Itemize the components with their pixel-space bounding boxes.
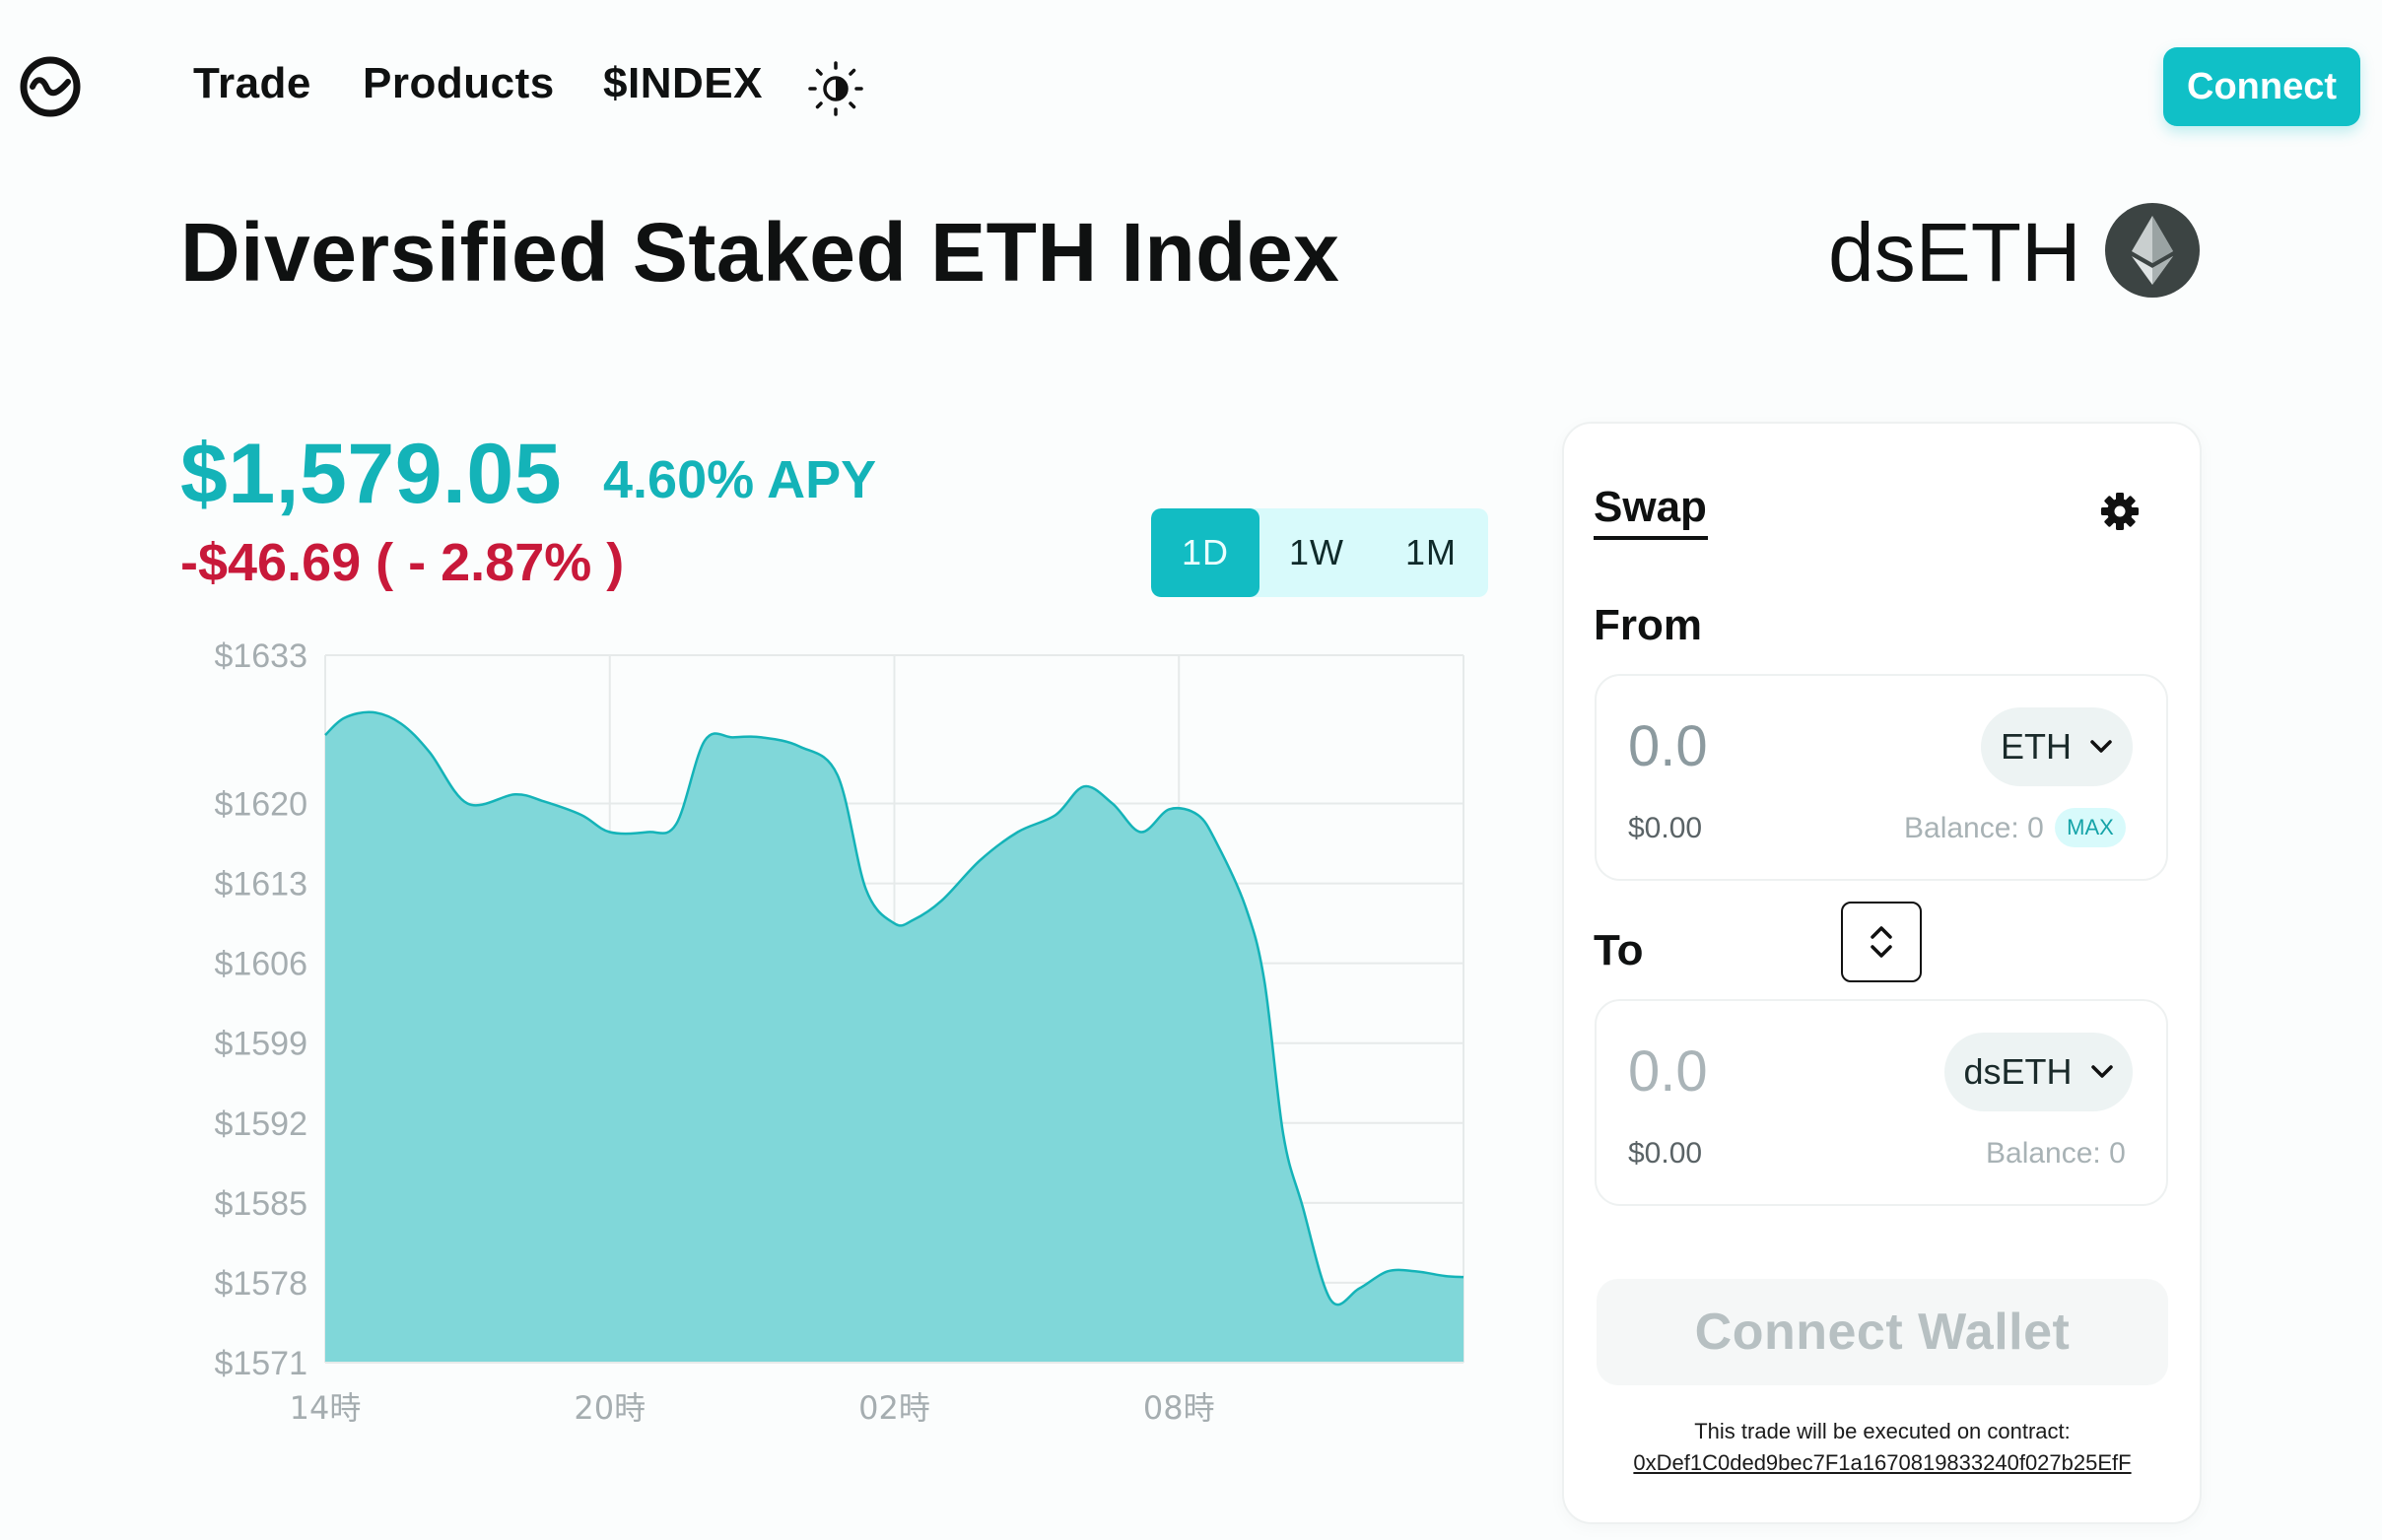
to-usd-value: $0.00	[1628, 1137, 1703, 1170]
from-token-label: ETH	[2001, 726, 2072, 767]
price-line	[324, 710, 1464, 1306]
swap-tab[interactable]: Swap	[1594, 483, 1707, 531]
to-amount-output[interactable]: 0.0	[1628, 1039, 1708, 1104]
nav-products[interactable]: Products	[363, 59, 555, 107]
to-balance: Balance: 0	[1986, 1137, 2126, 1170]
contract-note: This trade will be executed on contract:	[1694, 1419, 2071, 1443]
contract-address-link[interactable]: 0xDef1C0ded9bec7F1a1670819833240f027b25E…	[1633, 1450, 2132, 1475]
chevron-down-icon	[2090, 1065, 2113, 1078]
apy-value: 4.60% APY	[603, 450, 877, 509]
from-label: From	[1594, 601, 1702, 649]
y-tick-label: $1585	[214, 1185, 307, 1223]
price-chart[interactable]: $1633 $1620 $1613 $1606 $1599 $1592 $1585 $1578…	[187, 631, 1508, 1448]
chevron-down-icon	[2090, 740, 2112, 753]
max-button[interactable]: MAX	[2055, 808, 2126, 847]
theme-toggle-icon[interactable]	[806, 59, 865, 118]
period-selector: 1D 1W 1M	[1151, 508, 1488, 597]
period-tab-1w[interactable]: 1W	[1289, 532, 1344, 572]
settings-gear-icon[interactable]	[2097, 489, 2143, 534]
y-tick-label: $1613	[214, 866, 307, 904]
y-tick-label: $1633	[214, 637, 307, 675]
price-area	[325, 711, 1463, 1363]
y-tick-label: $1606	[214, 946, 307, 983]
nav-trade[interactable]: Trade	[193, 59, 311, 107]
y-tick-label: $1599	[214, 1026, 307, 1063]
connect-button[interactable]: Connect	[2163, 47, 2360, 126]
from-token-select[interactable]: ETH	[1981, 707, 2133, 786]
x-tick-label: 14時	[290, 1389, 362, 1427]
y-tick-label: $1620	[214, 786, 307, 824]
y-tick-label: $1592	[214, 1105, 307, 1143]
x-tick-label: 20時	[574, 1389, 646, 1427]
y-tick-label: $1571	[214, 1345, 307, 1382]
from-amount-input[interactable]: 0.0	[1628, 714, 1708, 778]
page-title: Diversified Staked ETH Index	[180, 206, 1340, 299]
swap-tab-underline	[1594, 536, 1708, 540]
swap-direction-button[interactable]	[1841, 902, 1922, 982]
period-tab-1d[interactable]: 1D	[1151, 508, 1259, 597]
token-symbol: dsETH	[1828, 206, 2081, 299]
nav-index-token[interactable]: $INDEX	[603, 59, 763, 107]
price-change: -$46.69 ( - 2.87% )	[180, 533, 625, 592]
to-label: To	[1594, 926, 1644, 974]
from-balance: Balance: 0	[1904, 812, 2044, 844]
y-tick-label: $1578	[214, 1265, 307, 1303]
x-tick-label: 08時	[1143, 1389, 1215, 1427]
connect-wallet-button[interactable]: Connect Wallet	[1597, 1279, 2168, 1385]
index-coop-logo[interactable]	[20, 56, 81, 117]
to-token-select[interactable]: dsETH	[1944, 1033, 2133, 1111]
period-tab-1m[interactable]: 1M	[1404, 532, 1457, 572]
from-usd-value: $0.00	[1628, 812, 1703, 844]
current-price: $1,579.05	[180, 427, 563, 521]
swap-arrows-icon	[1871, 926, 1892, 958]
ethereum-logo-icon	[2105, 203, 2200, 298]
x-tick-label: 02時	[858, 1389, 930, 1427]
to-token-label: dsETH	[1963, 1051, 2073, 1092]
